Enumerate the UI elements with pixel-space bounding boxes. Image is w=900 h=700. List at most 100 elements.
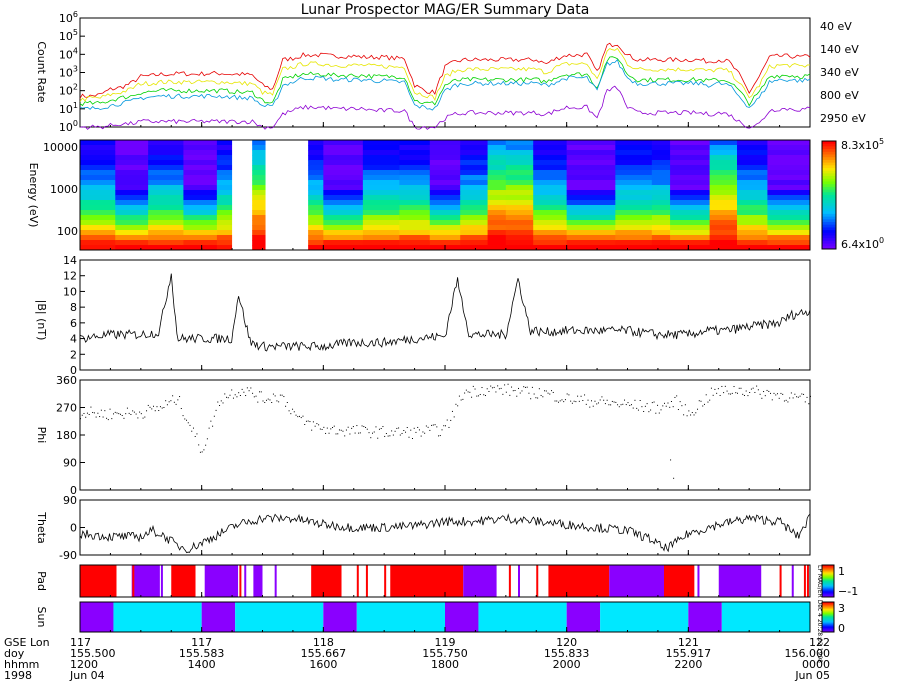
spectrogram-cell [216, 180, 233, 186]
xaxis-hhmm: 1800 [431, 658, 459, 671]
phi-point [731, 392, 733, 394]
spectrogram-cell [323, 155, 364, 161]
bmag-ytick: 4 [70, 333, 77, 346]
phi-point [733, 386, 735, 388]
spectrogram-cell [566, 220, 616, 226]
phi-point [571, 402, 573, 404]
phi-point [248, 390, 250, 392]
spectrogram-cell [183, 155, 218, 161]
spectrogram-cell [709, 230, 738, 236]
spectrogram-cell [566, 190, 616, 196]
theta-panel: Theta -90 0 90 [35, 494, 811, 562]
phi-point [269, 399, 271, 401]
phi-ytick: 180 [56, 429, 77, 442]
phi-point [158, 410, 160, 412]
spectrogram-cell [399, 195, 431, 201]
spectrogram-cell [362, 170, 400, 176]
theta-line [79, 513, 811, 554]
phi-point [552, 391, 554, 393]
spectrogram-cell [362, 245, 400, 251]
spectrogram-cell [429, 185, 461, 191]
phi-ytick: 270 [56, 402, 77, 415]
spectrogram-cell [615, 205, 653, 211]
phi-point [545, 390, 547, 392]
phi-point [130, 414, 132, 416]
spectrogram-cell [487, 180, 507, 186]
spectrogram-cell [323, 195, 364, 201]
phi-point [516, 395, 518, 397]
spectrogram-cell [651, 175, 671, 181]
count-rate-ytick: 104 [59, 46, 78, 61]
spectrogram-cell [767, 235, 811, 241]
phi-point [425, 425, 427, 427]
phi-point [398, 427, 400, 429]
spectrogram-cell [737, 160, 768, 166]
phi-point [495, 391, 497, 393]
spectrogram-cell [651, 235, 671, 241]
phi-point [326, 427, 328, 429]
phi-point [646, 403, 648, 405]
pad-colorbar-swatch [822, 591, 834, 594]
spectrogram-cell [115, 235, 149, 241]
spectrogram-cell [362, 155, 400, 161]
phi-point [323, 426, 325, 428]
spectrogram-panel: Energy (eV) 10000 1000 100 8.3x105 6.4x1… [27, 137, 884, 251]
phi-point [448, 426, 450, 428]
spectrogram-cell [651, 195, 671, 201]
spectrogram-cell [651, 220, 671, 226]
spectrogram-cell [566, 140, 616, 146]
phi-point [705, 394, 707, 396]
phi-point [611, 400, 613, 402]
spectrogram-cell [216, 165, 233, 171]
phi-point [629, 404, 631, 406]
spectrogram-cell [115, 220, 149, 226]
phi-point [257, 401, 259, 403]
count-rate-panel: Count Rate 100 101 102 103 104 105 106 40 eV 14… [35, 10, 866, 134]
sun-colorbar-swatch [822, 628, 834, 630]
spectrogram-cell [566, 180, 616, 186]
spectrogram-cell [737, 245, 768, 251]
spectrogram-cell [615, 190, 653, 196]
phi-point [512, 390, 514, 392]
phi-point [399, 434, 401, 436]
spectrogram-cell [252, 180, 267, 186]
phi-point [726, 390, 728, 392]
spectrogram-cell [399, 145, 431, 151]
sun-segment [478, 602, 567, 632]
spectrogram-cell [505, 140, 534, 146]
phi-point [392, 434, 394, 436]
spectrogram-cell [80, 155, 116, 161]
phi-point [556, 400, 558, 402]
spectrogram-cell [533, 190, 568, 196]
phi-point [714, 388, 716, 390]
phi-point [153, 405, 154, 407]
spectrogram-cell [148, 180, 184, 186]
spectrogram-cell [183, 210, 218, 216]
spectrogram-cell [615, 170, 653, 176]
phi-point [603, 399, 605, 401]
spectrogram-cell [505, 225, 534, 231]
phi-point [464, 392, 466, 394]
phi-point [239, 395, 241, 397]
phi-point [511, 386, 513, 388]
phi-point [730, 393, 732, 395]
spectrogram-cell [651, 200, 671, 206]
count-rate-line [79, 58, 811, 111]
spectrogram-cell [80, 240, 116, 246]
pad-segment [116, 565, 132, 597]
spectrogram-cell [216, 220, 233, 226]
phi-point [132, 410, 134, 412]
spectrogram-cell [615, 155, 653, 161]
spectrogram-cell [709, 145, 738, 151]
spectrogram-cell [487, 150, 507, 156]
spectrogram-cell [362, 165, 400, 171]
phi-point [351, 427, 353, 429]
spectrogram-cell [252, 140, 267, 146]
spectrogram-cell [709, 180, 738, 186]
sun-colorbar-swatch [822, 605, 834, 607]
sun-panel: Sun 3 0 [35, 601, 845, 635]
spectrogram-cell [429, 150, 461, 156]
phi-point [285, 405, 287, 407]
spectrogram-cell [399, 155, 431, 161]
spectrogram-cell [670, 230, 711, 236]
